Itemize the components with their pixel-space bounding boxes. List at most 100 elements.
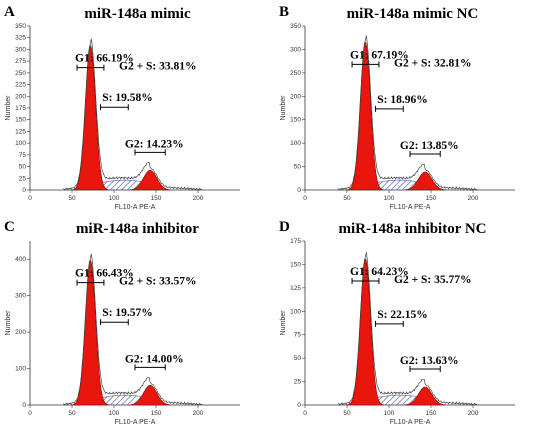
y-tick-label: 0 <box>297 187 301 194</box>
g2-label: G2: 14.23% <box>125 138 184 150</box>
g2s-label: G2 + S: 32.81% <box>394 57 471 69</box>
x-tick-label: 0 <box>303 195 307 202</box>
y-tick-label: 300 <box>15 293 26 300</box>
x-tick-label: 100 <box>384 410 395 417</box>
y-tick-label: 175 <box>290 238 301 245</box>
panel-letter: A <box>4 4 15 20</box>
y-tick-label: 225 <box>15 82 26 89</box>
y-tick-label: 175 <box>15 105 26 112</box>
y-axis-label: Number <box>280 95 287 121</box>
g2s-label: G2 + S: 33.81% <box>119 61 196 73</box>
x-tick-label: 200 <box>193 410 204 417</box>
y-tick-label: 100 <box>290 308 301 315</box>
y-tick-label: 100 <box>290 140 301 147</box>
x-tick-label: 0 <box>28 195 32 202</box>
y-axis-label: Number <box>5 310 12 336</box>
y-tick-label: 325 <box>15 35 26 42</box>
g2-peak <box>129 385 171 406</box>
histogram-outline <box>63 38 203 191</box>
y-tick-label: 150 <box>15 117 26 124</box>
g2-peak <box>129 170 171 191</box>
y-tick-label: 25 <box>294 379 302 386</box>
histogram-plot: 0 25 50 75 100 125 150 175 200 225 250 275 300 325 350… <box>5 23 240 211</box>
g1-peak <box>71 260 110 406</box>
y-tick-label: 50 <box>294 355 302 362</box>
g1-peak <box>346 258 385 406</box>
panel-letter: D <box>279 219 290 235</box>
g2-peak <box>404 171 446 191</box>
histogram-plot: 0 100 200 300 400 0 50 100 150 200 FL10-A PE-A Numb… <box>5 241 240 426</box>
y-tick-label: 250 <box>290 70 301 77</box>
g2s-label: G2 + S: 35.77% <box>394 274 471 286</box>
panel-letter: C <box>4 219 15 235</box>
histogram-outline <box>338 252 478 406</box>
x-tick-label: 150 <box>151 195 162 202</box>
x-tick-label: 50 <box>68 410 76 417</box>
y-tick-label: 75 <box>294 332 302 339</box>
panel-title: miR-148a mimic <box>84 6 191 22</box>
x-axis-label: FL10-A PE-A <box>115 419 156 426</box>
x-tick-label: 50 <box>68 195 76 202</box>
x-tick-label: 200 <box>193 195 204 202</box>
y-tick-label: 300 <box>15 46 26 53</box>
panel-d: D miR-148a inhibitor NC 0 25 50 75 100 125 150… <box>275 215 550 430</box>
x-tick-label: 0 <box>303 410 307 417</box>
y-axis-label: Number <box>280 310 287 336</box>
histogram-outline <box>63 253 203 406</box>
y-tick-label: 350 <box>15 23 26 30</box>
histogram-plot: 0 25 50 75 100 125 150 175 0 50 100 150 200 FL10-A PE… <box>280 238 515 426</box>
x-tick-label: 0 <box>28 410 32 417</box>
y-tick-label: 125 <box>15 128 26 135</box>
y-tick-label: 350 <box>290 23 301 30</box>
y-tick-label: 25 <box>19 175 27 182</box>
x-tick-label: 200 <box>468 410 479 417</box>
g1-label: G1: 66.43% <box>75 268 134 280</box>
g2s-label: G2 + S: 33.57% <box>119 276 196 288</box>
y-tick-label: 100 <box>15 366 26 373</box>
panel-title: miR-148a inhibitor NC <box>338 221 487 237</box>
y-tick-label: 400 <box>15 256 26 263</box>
y-tick-label: 50 <box>19 164 27 171</box>
y-tick-label: 0 <box>297 402 301 409</box>
g1-peak <box>346 41 385 191</box>
panel-title: miR-148a inhibitor <box>76 221 199 237</box>
panel-c: C miR-148a inhibitor 0 100 200 300 400 0 50 100… <box>0 215 275 430</box>
x-tick-label: 50 <box>343 410 351 417</box>
g2-label: G2: 14.00% <box>125 353 184 365</box>
x-tick-label: 150 <box>151 410 162 417</box>
y-tick-label: 250 <box>15 70 26 77</box>
y-axis-label: Number <box>5 95 12 121</box>
g2-label: G2: 13.63% <box>400 355 459 367</box>
g2-label: G2: 13.85% <box>400 140 459 152</box>
panel-b: B miR-148a mimic NC 0 50 100 150 200 250 300 35… <box>275 0 550 215</box>
g2-peak <box>404 386 446 406</box>
histogram-plot: 0 50 100 150 200 250 300 350 0 50 100 150 200 FL10-A … <box>280 23 515 211</box>
y-tick-label: 0 <box>22 402 26 409</box>
y-tick-label: 100 <box>15 140 26 147</box>
y-tick-label: 125 <box>290 285 301 292</box>
g1-label: G1: 66.19% <box>75 53 134 65</box>
g1-label: G1: 67.19% <box>350 49 409 61</box>
x-tick-label: 100 <box>109 410 120 417</box>
g1-label: G1: 64.23% <box>350 266 409 278</box>
x-tick-label: 100 <box>109 195 120 202</box>
panel-a: A miR-148a mimic 0 25 50 75 100 125 150 175 200 2… <box>0 0 275 215</box>
x-tick-label: 50 <box>343 195 351 202</box>
y-tick-label: 75 <box>19 152 27 159</box>
s-label: S: 19.58% <box>102 92 152 104</box>
s-label: S: 19.57% <box>102 307 152 319</box>
s-label: S: 18.96% <box>377 94 427 106</box>
x-tick-label: 150 <box>426 195 437 202</box>
x-axis-label: FL10-A PE-A <box>390 204 431 211</box>
x-axis-label: FL10-A PE-A <box>115 204 156 211</box>
y-tick-label: 200 <box>290 93 301 100</box>
panel-letter: B <box>279 4 290 20</box>
x-tick-label: 200 <box>468 195 479 202</box>
y-tick-label: 200 <box>15 329 26 336</box>
y-tick-label: 0 <box>22 187 26 194</box>
x-tick-label: 100 <box>384 195 395 202</box>
panel-title: miR-148a mimic NC <box>346 6 479 22</box>
x-axis-label: FL10-A PE-A <box>390 419 431 426</box>
histogram-outline <box>338 35 478 191</box>
g1-peak <box>71 45 110 191</box>
